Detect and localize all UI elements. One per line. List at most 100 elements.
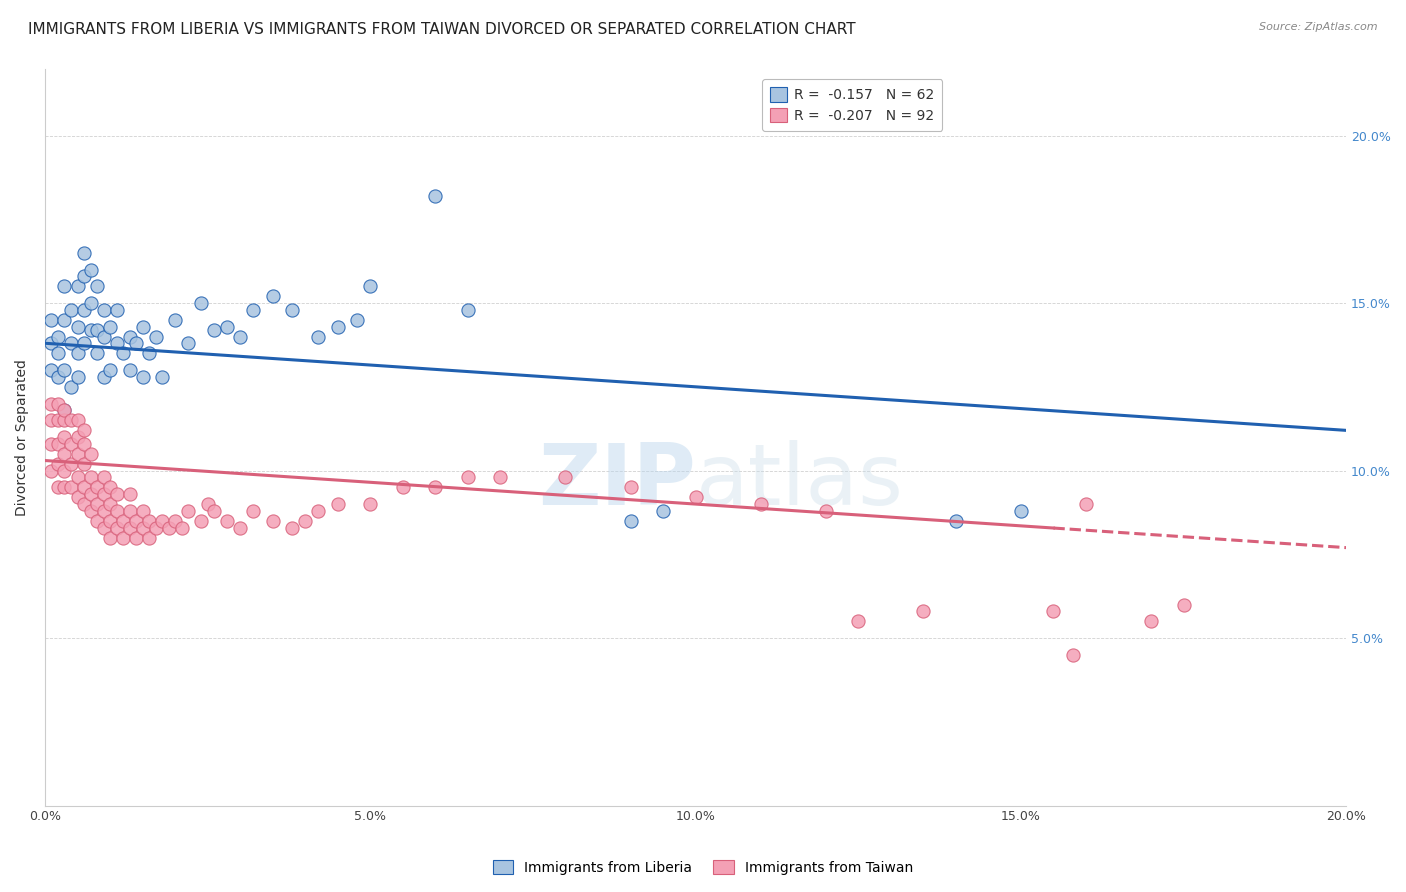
Point [41, 413, 63, 427]
Point [145, 520, 167, 534]
Point [66, 470, 89, 484]
Point [53, 413, 76, 427]
Point [326, 319, 349, 334]
Point [118, 504, 141, 518]
Point [281, 520, 304, 534]
Point [73, 336, 96, 351]
Point [93, 470, 115, 484]
Point [945, 514, 967, 528]
Point [66, 319, 89, 334]
Point [202, 504, 225, 518]
Point [619, 514, 641, 528]
Point [46, 346, 69, 360]
Point [79, 323, 101, 337]
Point [53, 403, 76, 417]
Point [652, 504, 675, 518]
Point [425, 480, 447, 494]
Point [98, 514, 121, 528]
Point [1062, 648, 1084, 662]
Point [86, 497, 108, 511]
Point [53, 447, 76, 461]
Point [98, 497, 121, 511]
Point [41, 336, 63, 351]
Point [93, 302, 115, 317]
Point [307, 329, 329, 343]
Point [41, 464, 63, 478]
Point [98, 319, 121, 334]
Point [79, 447, 101, 461]
Point [93, 369, 115, 384]
Point [73, 269, 96, 284]
Point [150, 514, 173, 528]
Point [262, 514, 284, 528]
Point [53, 430, 76, 444]
Point [66, 491, 89, 505]
Point [53, 363, 76, 377]
Point [46, 369, 69, 384]
Point [73, 302, 96, 317]
Point [190, 296, 212, 310]
Point [93, 487, 115, 501]
Point [457, 470, 479, 484]
Point [86, 514, 108, 528]
Text: IMMIGRANTS FROM LIBERIA VS IMMIGRANTS FROM TAIWAN DIVORCED OR SEPARATED CORRELAT: IMMIGRANTS FROM LIBERIA VS IMMIGRANTS FR… [28, 22, 856, 37]
Point [41, 396, 63, 410]
Point [73, 437, 96, 451]
Point [749, 497, 772, 511]
Point [118, 329, 141, 343]
Point [59, 457, 82, 471]
Point [157, 520, 180, 534]
Point [105, 504, 128, 518]
Point [93, 329, 115, 343]
Point [307, 504, 329, 518]
Point [1010, 504, 1032, 518]
Point [138, 531, 160, 545]
Point [457, 302, 479, 317]
Point [73, 423, 96, 437]
Point [53, 279, 76, 293]
Point [125, 336, 148, 351]
Point [190, 514, 212, 528]
Point [66, 279, 89, 293]
Point [98, 363, 121, 377]
Point [1173, 598, 1195, 612]
Point [93, 520, 115, 534]
Point [118, 363, 141, 377]
Point [242, 504, 264, 518]
Point [86, 279, 108, 293]
Point [93, 504, 115, 518]
Point [165, 313, 187, 327]
Point [59, 413, 82, 427]
Point [294, 514, 316, 528]
Point [73, 480, 96, 494]
Point [66, 346, 89, 360]
Point [105, 336, 128, 351]
Point [66, 369, 89, 384]
Point [112, 346, 135, 360]
Point [170, 520, 193, 534]
Point [53, 464, 76, 478]
Point [359, 497, 381, 511]
Point [66, 447, 89, 461]
Point [138, 346, 160, 360]
Point [425, 189, 447, 203]
Point [73, 457, 96, 471]
Point [79, 504, 101, 518]
Point [59, 380, 82, 394]
Point [86, 480, 108, 494]
Point [59, 336, 82, 351]
Point [86, 346, 108, 360]
Point [59, 437, 82, 451]
Point [131, 520, 153, 534]
Text: atlas: atlas [696, 440, 904, 523]
Point [619, 480, 641, 494]
Point [118, 520, 141, 534]
Legend: R =  -0.157   N = 62, R =  -0.207   N = 92: R = -0.157 N = 62, R = -0.207 N = 92 [762, 79, 942, 131]
Point [79, 470, 101, 484]
Point [554, 470, 576, 484]
Point [1074, 497, 1097, 511]
Point [46, 437, 69, 451]
Point [46, 457, 69, 471]
Point [1140, 615, 1163, 629]
Point [150, 369, 173, 384]
